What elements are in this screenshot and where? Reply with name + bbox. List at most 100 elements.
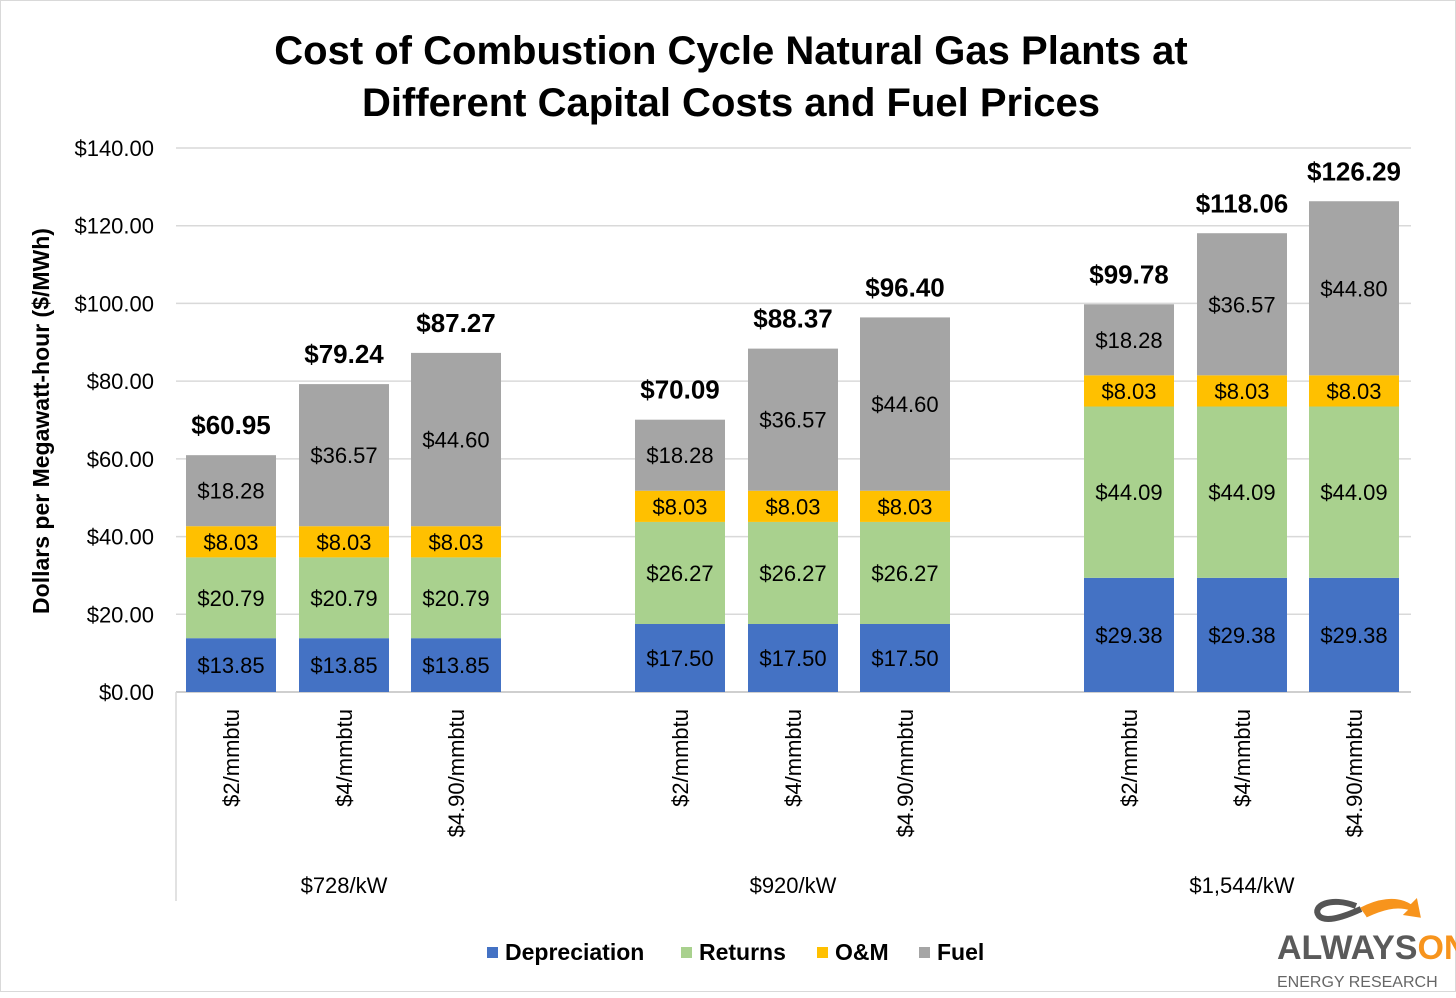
bar-stack: $13.85 $20.79 $8.03 $36.57 $79.24 [299,339,389,692]
data-label: $18.28 [1095,328,1162,353]
legend-item: Depreciation [487,939,644,965]
x-tick-label: $4/mmbtu [781,709,806,807]
data-label: $8.03 [877,494,932,519]
legend-swatch [487,947,498,958]
data-label: $26.27 [759,561,826,586]
total-label: $96.40 [865,272,945,302]
legend-label: Depreciation [505,939,644,965]
y-tick-label: $40.00 [87,525,154,550]
y-tick-label: $120.00 [74,214,154,239]
bar-stack: $13.85 $20.79 $8.03 $44.60 $87.27 [411,308,501,692]
data-label: $17.50 [759,646,826,671]
data-label: $17.50 [871,646,938,671]
bar-segment-depreciation [1084,577,1174,692]
data-label: $8.03 [428,530,483,555]
y-tick-label: $20.00 [87,602,154,627]
data-label: $8.03 [1101,379,1156,404]
x-tick-label: $4.90/mmbtu [893,709,918,837]
alwayson-logo: ALWAYSON ENERGY RESEARCH [1277,897,1456,991]
logo-text-on: ON [1417,929,1456,967]
bar-segment-returns [635,521,725,624]
bar-stack: $29.38 $44.09 $8.03 $44.80 $126.29 [1307,156,1401,692]
bar-segment-om [1309,375,1399,407]
data-label: $44.09 [1320,480,1387,505]
bar-segment-fuel [1084,304,1174,376]
data-label: $26.27 [646,561,713,586]
total-label: $118.06 [1196,188,1289,218]
x-tick-label: $2/mmbtu [668,709,693,807]
x-group-label: $728/kW [301,873,388,898]
bar-segment-returns [299,557,389,639]
bar-segment-depreciation [299,638,389,692]
x-tick-label: $2/mmbtu [219,709,244,807]
y-axis-label: Dollars per Megawatt-hour ($/MWh) [28,228,54,614]
data-label: $13.85 [422,653,489,678]
total-label: $60.95 [191,410,271,440]
total-label: $87.27 [416,308,496,338]
total-label: $88.37 [753,304,833,334]
bar-segment-returns [748,521,838,624]
bar-segment-returns [860,521,950,624]
data-label: $8.03 [316,530,371,555]
legend-item: O&M [817,939,889,965]
bar-segment-returns [411,557,501,639]
data-label: $8.03 [652,494,707,519]
legend-swatch [817,947,828,958]
bar-segment-om [411,526,501,558]
bar-stack: $29.38 $44.09 $8.03 $18.28 $99.78 [1084,259,1174,692]
total-label: $70.09 [640,375,720,405]
y-tick-label: $80.00 [87,369,154,394]
logo-subtitle: ENERGY RESEARCH [1277,974,1438,991]
logo-swoosh-dark [1314,898,1363,922]
bar-segment-fuel [748,348,838,491]
data-label: $44.60 [422,428,489,453]
data-label: $18.28 [197,479,264,504]
legend-label: Returns [699,939,786,965]
data-label: $8.03 [1326,379,1381,404]
data-label: $8.03 [765,494,820,519]
data-label: $13.85 [197,653,264,678]
y-tick-label: $60.00 [87,447,154,472]
bar-stack: $17.50 $26.27 $8.03 $36.57 $88.37 [748,304,838,692]
y-tick-label: $0.00 [99,680,154,705]
bar-segment-fuel [411,352,501,527]
bar-segment-depreciation [635,624,725,692]
legend-label: O&M [835,939,889,965]
legend-item: Fuel [919,939,984,965]
data-label: $29.38 [1095,623,1162,648]
bar-segment-om [860,490,950,522]
legend-item: Returns [681,939,786,965]
data-label: $44.80 [1320,276,1387,301]
data-label: $36.57 [310,443,377,468]
bar-segment-depreciation [860,624,950,692]
bar-segment-depreciation [1309,577,1399,692]
data-label: $8.03 [1214,379,1269,404]
data-label: $36.57 [1208,292,1275,317]
data-label: $20.79 [310,586,377,611]
data-label: $18.28 [646,443,713,468]
bar-segment-depreciation [411,638,501,692]
bar-segment-om [186,526,276,558]
bar-segment-fuel [635,419,725,491]
data-label: $29.38 [1208,623,1275,648]
legend-swatch [919,947,930,958]
data-label: $13.85 [310,653,377,678]
x-group-label: $920/kW [750,873,837,898]
x-tick-label: $4/mmbtu [1230,709,1255,807]
bar-segment-depreciation [1197,577,1287,692]
legend-label: Fuel [937,939,984,965]
bar-stack: $17.50 $26.27 $8.03 $44.60 $96.40 [860,272,950,692]
data-label: $44.09 [1208,480,1275,505]
logo-text-always: ALWAYS [1277,929,1417,967]
chart-title-line-1: Cost of Combustion Cycle Natural Gas Pla… [274,29,1188,73]
total-label: $99.78 [1089,259,1169,289]
data-label: $44.60 [871,392,938,417]
total-label: $79.24 [304,339,384,369]
data-label: $8.03 [203,530,258,555]
x-tick-label: $4/mmbtu [332,709,357,807]
bar-stack: $17.50 $26.27 $8.03 $18.28 $70.09 [635,375,725,692]
data-label: $17.50 [646,646,713,671]
total-label: $126.29 [1307,156,1401,186]
data-label: $26.27 [871,561,938,586]
